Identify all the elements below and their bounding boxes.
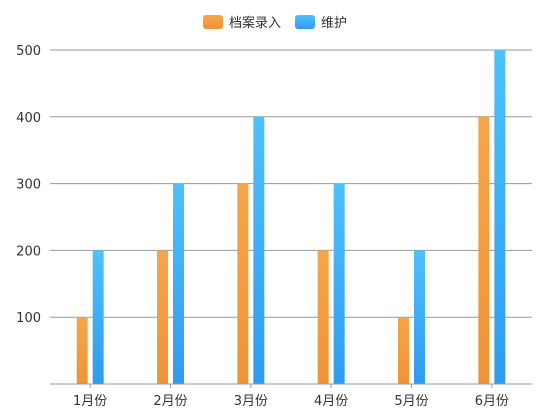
bar-series-1-2[interactable]: [253, 116, 265, 385]
x-tick-label-1: 2月份: [153, 394, 187, 409]
bar-series-1-5[interactable]: [494, 50, 506, 384]
y-tick-label-3: 400: [16, 111, 41, 126]
x-axis: 1月份 2月份 3月份 4月份 5月份 6月份: [50, 383, 532, 409]
y-tick-label-1: 200: [16, 244, 41, 259]
legend-item-series-1[interactable]: 维护: [295, 12, 347, 31]
y-tick-label-2: 300: [16, 178, 41, 193]
bar-series-0-0[interactable]: [76, 317, 88, 384]
bar-series-1-4[interactable]: [414, 250, 425, 384]
bar-series-0-1[interactable]: [157, 250, 168, 384]
bar-series-1-1[interactable]: [173, 183, 184, 384]
legend: 档案录入 维护: [0, 12, 550, 31]
legend-label-series-1: 维护: [321, 16, 348, 31]
x-tick-label-4: 5月份: [394, 394, 428, 409]
bar-series-1-0[interactable]: [92, 250, 104, 384]
legend-swatch-series-0: [202, 14, 223, 29]
bars: [76, 50, 506, 385]
legend-label-series-0: 档案录入: [228, 16, 281, 31]
legend-swatch-series-1: [295, 14, 315, 29]
x-tick-label-3: 4月份: [314, 394, 348, 409]
bar-series-0-4[interactable]: [398, 317, 409, 384]
x-tick-label-5: 6月份: [475, 394, 509, 409]
y-tick-label-0: 100: [16, 311, 41, 326]
y-axis: 100 200 300 400 500: [16, 44, 41, 326]
bar-series-0-2[interactable]: [237, 183, 249, 384]
y-tick-label-4: 500: [16, 44, 41, 59]
bar-series-0-3[interactable]: [317, 250, 329, 384]
bar-series-1-3[interactable]: [333, 183, 345, 384]
x-tick-label-2: 3月份: [234, 394, 268, 409]
legend-item-series-0[interactable]: 档案录入: [202, 12, 281, 31]
x-tick-label-0: 1月份: [73, 394, 107, 409]
bar-series-0-5[interactable]: [478, 116, 490, 385]
grid-lines: [50, 49, 532, 318]
